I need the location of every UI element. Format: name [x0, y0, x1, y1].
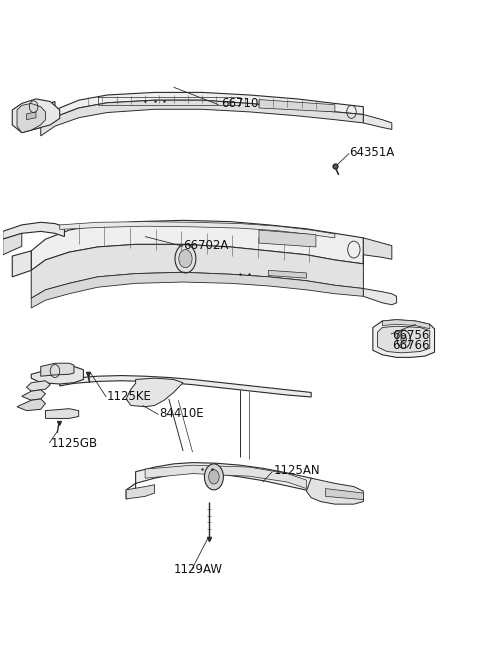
Polygon shape [26, 381, 50, 391]
Polygon shape [3, 222, 64, 239]
Polygon shape [145, 465, 306, 489]
Polygon shape [22, 390, 46, 400]
Polygon shape [31, 244, 363, 298]
Text: 66766: 66766 [392, 339, 429, 352]
Text: 66710: 66710 [221, 97, 258, 110]
Circle shape [179, 250, 192, 268]
Polygon shape [383, 320, 430, 329]
Polygon shape [126, 378, 183, 407]
Polygon shape [31, 366, 84, 384]
Polygon shape [17, 103, 46, 133]
Polygon shape [41, 92, 363, 128]
Text: 1125AN: 1125AN [273, 464, 320, 477]
Polygon shape [22, 102, 55, 133]
Circle shape [204, 464, 223, 490]
Polygon shape [259, 100, 335, 112]
Polygon shape [60, 221, 335, 238]
Polygon shape [306, 478, 363, 504]
Polygon shape [46, 409, 79, 419]
Polygon shape [268, 271, 306, 278]
Polygon shape [126, 485, 155, 499]
Text: 1125GB: 1125GB [50, 437, 97, 449]
Text: 66756: 66756 [392, 329, 429, 343]
Polygon shape [3, 233, 22, 255]
Circle shape [209, 470, 219, 484]
Polygon shape [31, 220, 363, 271]
Text: 84410E: 84410E [159, 407, 204, 420]
Polygon shape [60, 375, 311, 397]
Polygon shape [259, 230, 316, 247]
Polygon shape [31, 272, 363, 308]
Circle shape [401, 335, 407, 343]
Polygon shape [41, 364, 74, 376]
Polygon shape [12, 251, 31, 277]
Polygon shape [17, 399, 46, 411]
Text: 66702A: 66702A [183, 238, 228, 252]
Polygon shape [378, 326, 430, 353]
Polygon shape [26, 112, 36, 120]
Polygon shape [373, 320, 434, 358]
Polygon shape [363, 289, 396, 305]
Text: 1129AW: 1129AW [174, 563, 223, 576]
Polygon shape [41, 100, 363, 136]
Polygon shape [126, 462, 325, 499]
Polygon shape [325, 489, 363, 500]
Text: 1125KE: 1125KE [107, 390, 152, 403]
Polygon shape [363, 238, 392, 264]
Polygon shape [363, 115, 392, 130]
Text: 64351A: 64351A [349, 145, 395, 159]
Polygon shape [12, 99, 60, 133]
